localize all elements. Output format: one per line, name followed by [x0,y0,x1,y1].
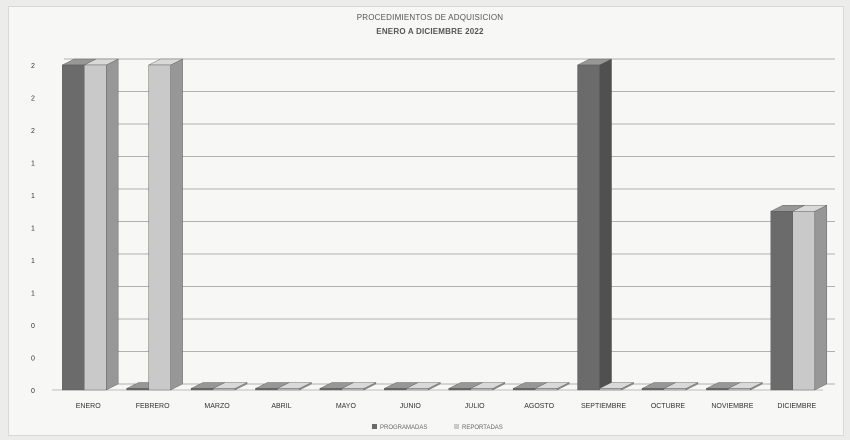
category-label: ABRIL [271,403,291,410]
category-label: FEBRERO [136,403,170,410]
bar [792,204,827,391]
bar [406,382,441,391]
bar [341,382,377,391]
category-label: MARZO [204,403,230,410]
category-label: JUNIO [400,403,422,410]
y-tick-label: 1 [31,226,35,233]
legend-label: PROGRAMADAS [380,425,427,431]
bar [470,382,505,391]
y-tick-label: 0 [31,356,35,363]
y-tick-label: 2 [31,128,35,135]
legend-label: REPORTADAS [462,425,503,431]
chart-frame [8,6,844,436]
y-tick-label: 0 [31,388,35,395]
category-label: AGOSTO [524,403,554,410]
y-tick-label: 1 [31,258,35,265]
bar [534,382,570,391]
legend-swatch [372,424,377,429]
category-label: NOVIEMBRE [711,403,753,410]
bar [84,58,119,391]
chart-title: PROCEDIMIENTOS DE ADQUISICION [357,13,504,22]
y-tick-label: 2 [31,96,35,103]
legend-swatch [454,424,459,429]
y-tick-label: 1 [31,161,35,168]
bar [577,58,612,391]
bar [212,382,248,391]
chart-subtitle: ENERO A DICIEMBRE 2022 [376,27,484,36]
category-label: JULIO [465,403,485,410]
category-label: MAYO [336,403,357,410]
y-tick-label: 0 [31,323,35,330]
category-label: SEPTIEMBRE [581,403,626,410]
bar [277,382,312,391]
bar [663,382,699,391]
category-label: ENERO [76,403,101,410]
bar [148,58,183,391]
y-tick-label: 1 [31,193,35,200]
category-label: DICIEMBRE [777,403,816,410]
category-label: OCTUBRE [651,403,686,410]
bar [599,382,634,391]
y-tick-label: 2 [31,63,35,70]
bar [728,382,763,391]
y-tick-label: 1 [31,291,35,298]
